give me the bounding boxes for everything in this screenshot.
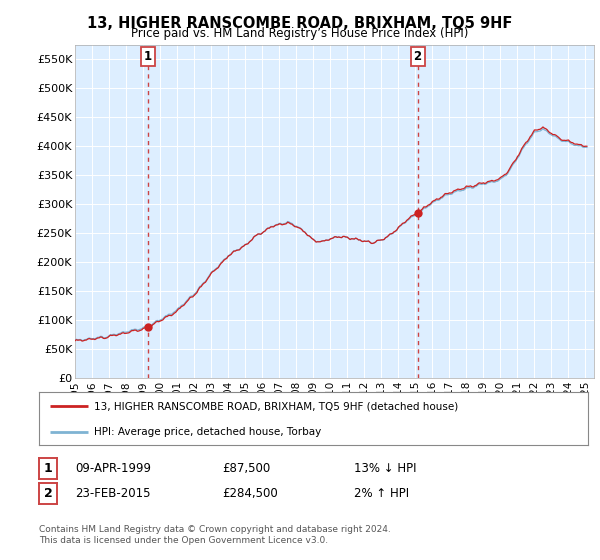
Text: 1: 1 bbox=[143, 50, 152, 63]
Text: 13% ↓ HPI: 13% ↓ HPI bbox=[354, 461, 416, 475]
Text: 2: 2 bbox=[413, 50, 422, 63]
Text: 13, HIGHER RANSCOMBE ROAD, BRIXHAM, TQ5 9HF: 13, HIGHER RANSCOMBE ROAD, BRIXHAM, TQ5 … bbox=[88, 16, 512, 31]
Text: 2% ↑ HPI: 2% ↑ HPI bbox=[354, 487, 409, 500]
Text: 1: 1 bbox=[44, 461, 52, 475]
Text: £87,500: £87,500 bbox=[222, 461, 270, 475]
Text: HPI: Average price, detached house, Torbay: HPI: Average price, detached house, Torb… bbox=[94, 427, 321, 437]
Text: Contains HM Land Registry data © Crown copyright and database right 2024.
This d: Contains HM Land Registry data © Crown c… bbox=[39, 525, 391, 545]
Text: 23-FEB-2015: 23-FEB-2015 bbox=[75, 487, 151, 500]
Text: 13, HIGHER RANSCOMBE ROAD, BRIXHAM, TQ5 9HF (detached house): 13, HIGHER RANSCOMBE ROAD, BRIXHAM, TQ5 … bbox=[94, 402, 458, 412]
Text: 09-APR-1999: 09-APR-1999 bbox=[75, 461, 151, 475]
Text: Price paid vs. HM Land Registry’s House Price Index (HPI): Price paid vs. HM Land Registry’s House … bbox=[131, 27, 469, 40]
Text: £284,500: £284,500 bbox=[222, 487, 278, 500]
Text: 2: 2 bbox=[44, 487, 52, 500]
